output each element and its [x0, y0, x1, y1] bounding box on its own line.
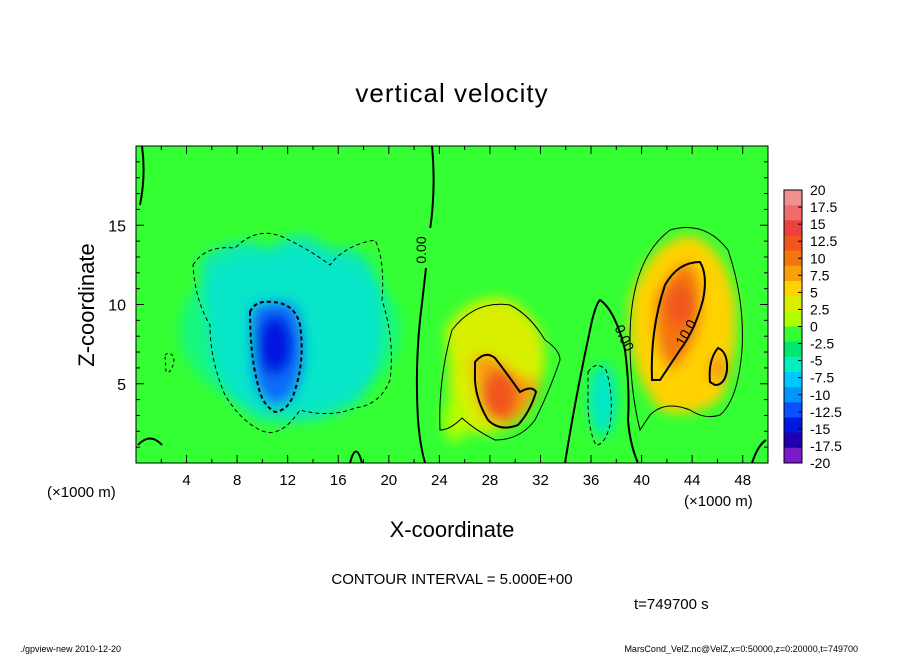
colorbar-swatch	[784, 432, 802, 449]
contour-bottom-right	[751, 439, 767, 463]
plot-area: 0.00 0.00 10.0	[136, 146, 768, 463]
contour-plus10-small	[708, 346, 729, 387]
field-blob-red-right	[666, 283, 694, 327]
x-tick-label: 12	[279, 472, 296, 489]
colorbar-swatch	[784, 356, 802, 373]
blur-layer	[180, 235, 736, 442]
colorbar-label: 20	[810, 182, 826, 198]
y-tick-label: 5	[117, 377, 126, 394]
colorbar-label: 5	[810, 284, 818, 300]
colorbar-label: -15	[810, 421, 830, 437]
colorbar-label: 2.5	[810, 301, 830, 317]
colorbar-swatch	[784, 190, 802, 206]
contours	[137, 146, 767, 463]
colorbar-label: 10	[810, 250, 826, 266]
contour-minus5-left	[192, 232, 392, 433]
x-tick-label: 24	[431, 472, 448, 489]
colorbar-label: -7.5	[810, 370, 834, 386]
axis-ticks	[135, 145, 769, 464]
x-unit-right: (×1000 m)	[684, 493, 753, 510]
colorbar-label: -5	[810, 353, 823, 369]
colorbar-label: -12.5	[810, 404, 842, 420]
time-text: t=749700 s	[634, 596, 709, 613]
field-blob-darkblue-left	[257, 315, 293, 375]
contour-zero-right	[564, 298, 639, 463]
x-tick-labels: 4 8 12 16 20 24 28 32 36 40 44 48	[182, 472, 751, 489]
colorbar-swatch	[784, 265, 802, 282]
x-unit-left: (×1000 m)	[47, 484, 116, 501]
x-tick-label: 20	[380, 472, 397, 489]
colorbar-swatch	[784, 372, 802, 388]
colorbar-label: -10	[810, 387, 830, 403]
contour-left-edge	[139, 146, 145, 206]
colorbar-label: 0	[810, 319, 818, 335]
contour-plus10-right	[650, 260, 706, 381]
field-blob-yellow-lowmid	[443, 398, 467, 442]
field-blob-red-mid	[482, 369, 518, 421]
contour-zero-left	[415, 146, 435, 463]
y-tick-label: 10	[108, 298, 126, 315]
colorbar-swatch	[784, 417, 802, 434]
y-tick-label: 15	[108, 218, 126, 235]
colorbar-swatch	[784, 296, 802, 312]
contour-minus5-small	[164, 352, 175, 373]
chart-title: vertical velocity	[355, 78, 548, 108]
colorbar-swatch	[784, 402, 802, 418]
contour-plus10-mid	[474, 353, 538, 429]
contour-plus5-right	[629, 227, 743, 432]
contour-interval-text: CONTOUR INTERVAL = 5.000E+00	[331, 571, 572, 588]
x-tick-label: 32	[532, 472, 549, 489]
colorbar-label: 17.5	[810, 199, 837, 215]
contour-label-bg-1	[421, 228, 437, 268]
x-axis-label: X-coordinate	[390, 517, 515, 542]
x-tick-label: 16	[330, 472, 347, 489]
colorbar-swatch	[784, 311, 802, 327]
footer-right: MarsCond_VelZ.nc@VelZ,x=0:50000,z=0:2000…	[624, 644, 858, 654]
contour-label: 0.00	[413, 236, 429, 263]
colorbar-swatch	[784, 281, 802, 297]
colorbar-swatch	[784, 326, 802, 343]
colorbar-label: 15	[810, 216, 826, 232]
x-tick-label: 8	[233, 472, 241, 489]
field-blob-orange-small	[708, 354, 728, 382]
colorbar-label: 7.5	[810, 267, 830, 283]
x-tick-label: 36	[583, 472, 600, 489]
colorbar-swatch	[784, 387, 802, 403]
colorbar-swatch	[784, 205, 802, 221]
x-tick-label: 28	[482, 472, 499, 489]
colorbar-swatch	[784, 250, 802, 267]
contour-minus5-right	[587, 365, 612, 446]
contour-plus5-mid	[439, 303, 561, 441]
footer-left: ./gpview-new 2010-12-20	[20, 644, 121, 654]
colorbar-swatch	[784, 341, 802, 358]
x-tick-label: 48	[734, 472, 751, 489]
colorbar-swatch	[784, 447, 802, 464]
y-tick-labels: 5 10 15	[108, 218, 126, 394]
colorbar-label: -2.5	[810, 336, 834, 352]
colorbar-swatch	[784, 235, 802, 252]
y-axis-label: Z-coordinate	[74, 243, 99, 367]
contour-bottom-left	[137, 437, 163, 446]
colorbar-label: -20	[810, 455, 830, 471]
x-tick-label: 44	[684, 472, 701, 489]
colorbar-label: -17.5	[810, 438, 842, 454]
contour-bottom-mid	[349, 450, 363, 463]
colorbar-swatch	[784, 220, 802, 236]
x-tick-label: 40	[633, 472, 650, 489]
colorbar-label: 12.5	[810, 233, 837, 249]
field-blob-cyan-right	[589, 364, 617, 436]
x-tick-label: 4	[182, 472, 190, 489]
